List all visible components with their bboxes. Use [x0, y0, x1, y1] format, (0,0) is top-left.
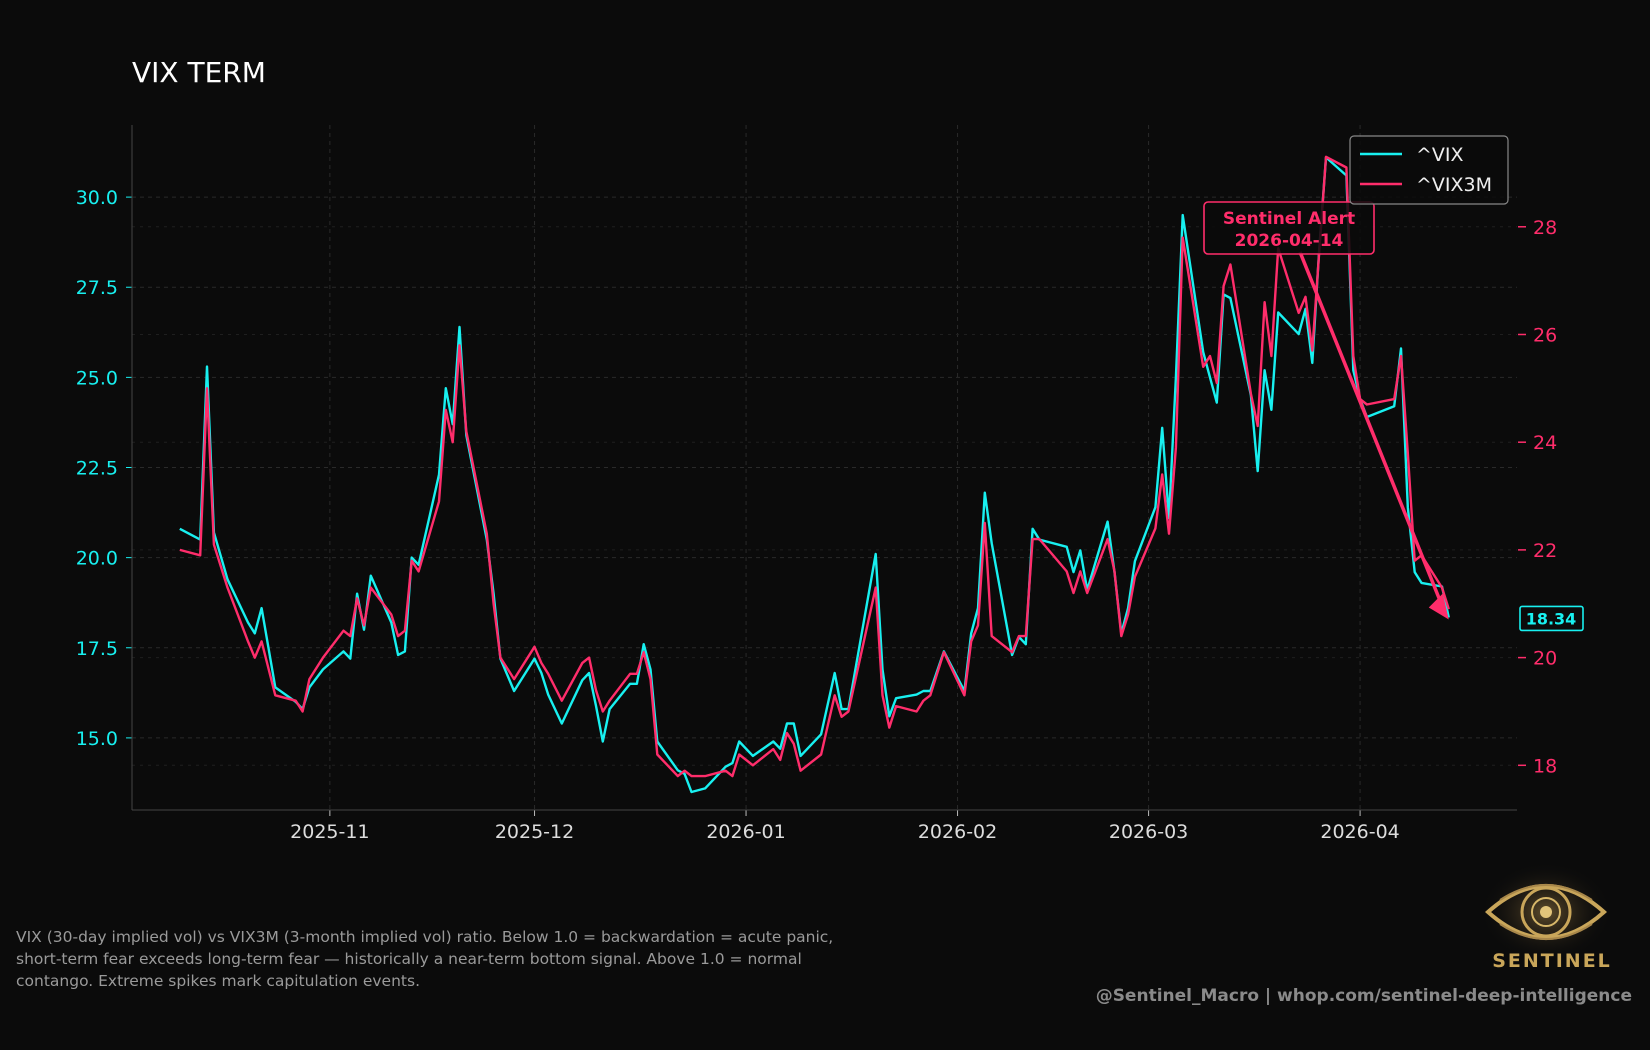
- alert-box: [1203, 201, 1375, 255]
- y-left-tick-label: 25.0: [76, 367, 118, 389]
- y-left-tick-label: 27.5: [76, 277, 118, 299]
- y-right-tick-label: 22: [1533, 540, 1557, 562]
- description-line: short-term fear exceeds long-term fear —…: [16, 950, 802, 968]
- x-tick-label: 2026-02: [918, 821, 997, 843]
- sentinel-eye-logo: [1480, 862, 1612, 962]
- alert-arrow-line: [1298, 251, 1445, 609]
- legend: ^VIX ^VIX3M: [1349, 135, 1509, 205]
- y-right-tick-label: 20: [1533, 648, 1557, 670]
- y-right-tick-label: 18: [1533, 755, 1557, 777]
- footer-credit[interactable]: @Sentinel_Macro | whop.com/sentinel-deep…: [1095, 986, 1632, 1006]
- description-line: VIX (30-day implied vol) vs VIX3M (3-mon…: [16, 928, 834, 946]
- y-left-tick-label: 17.5: [76, 638, 118, 660]
- chart-description: VIX (30-day implied vol) vs VIX3M (3-mon…: [16, 926, 876, 992]
- y-right-tick-label: 26: [1533, 324, 1557, 346]
- legend-label: ^VIX3M: [1416, 174, 1492, 196]
- last-value-label: 18.34: [1526, 609, 1577, 628]
- x-tick-label: 2026-03: [1109, 821, 1188, 843]
- axes: 2025-11 2025-12 2026-01 2026-02 2026-03 2026-…: [76, 125, 1584, 843]
- description-line: contango. Extreme spikes mark capitulati…: [16, 972, 420, 990]
- alert-arrowhead: [1428, 593, 1449, 620]
- x-tick-label: 2026-01: [706, 821, 785, 843]
- series-lines: [179, 155, 1450, 794]
- last-value-badge: [1519, 605, 1584, 632]
- alert-date: 2026-04-14: [1235, 231, 1344, 251]
- x-tick-label: 2025-11: [290, 821, 369, 843]
- y-left-tick-label: 22.5: [76, 458, 118, 480]
- chart-title: VIX TERM: [132, 56, 266, 89]
- y-left-tick-label: 30.0: [76, 187, 118, 209]
- x-tick-label: 2026-04: [1320, 821, 1399, 843]
- x-tick-label: 2025-12: [495, 821, 574, 843]
- vix3m-line: [179, 155, 1450, 778]
- y-left-tick-label: 15.0: [76, 728, 118, 750]
- y-right-tick-label: 24: [1533, 432, 1557, 454]
- y-right-tick-label: 28: [1533, 217, 1557, 239]
- logo-wordmark: SENTINEL: [1492, 950, 1612, 972]
- legend-label: ^VIX: [1416, 144, 1464, 166]
- alert-title: Sentinel Alert: [1223, 209, 1355, 229]
- y-left-tick-label: 20.0: [76, 548, 118, 570]
